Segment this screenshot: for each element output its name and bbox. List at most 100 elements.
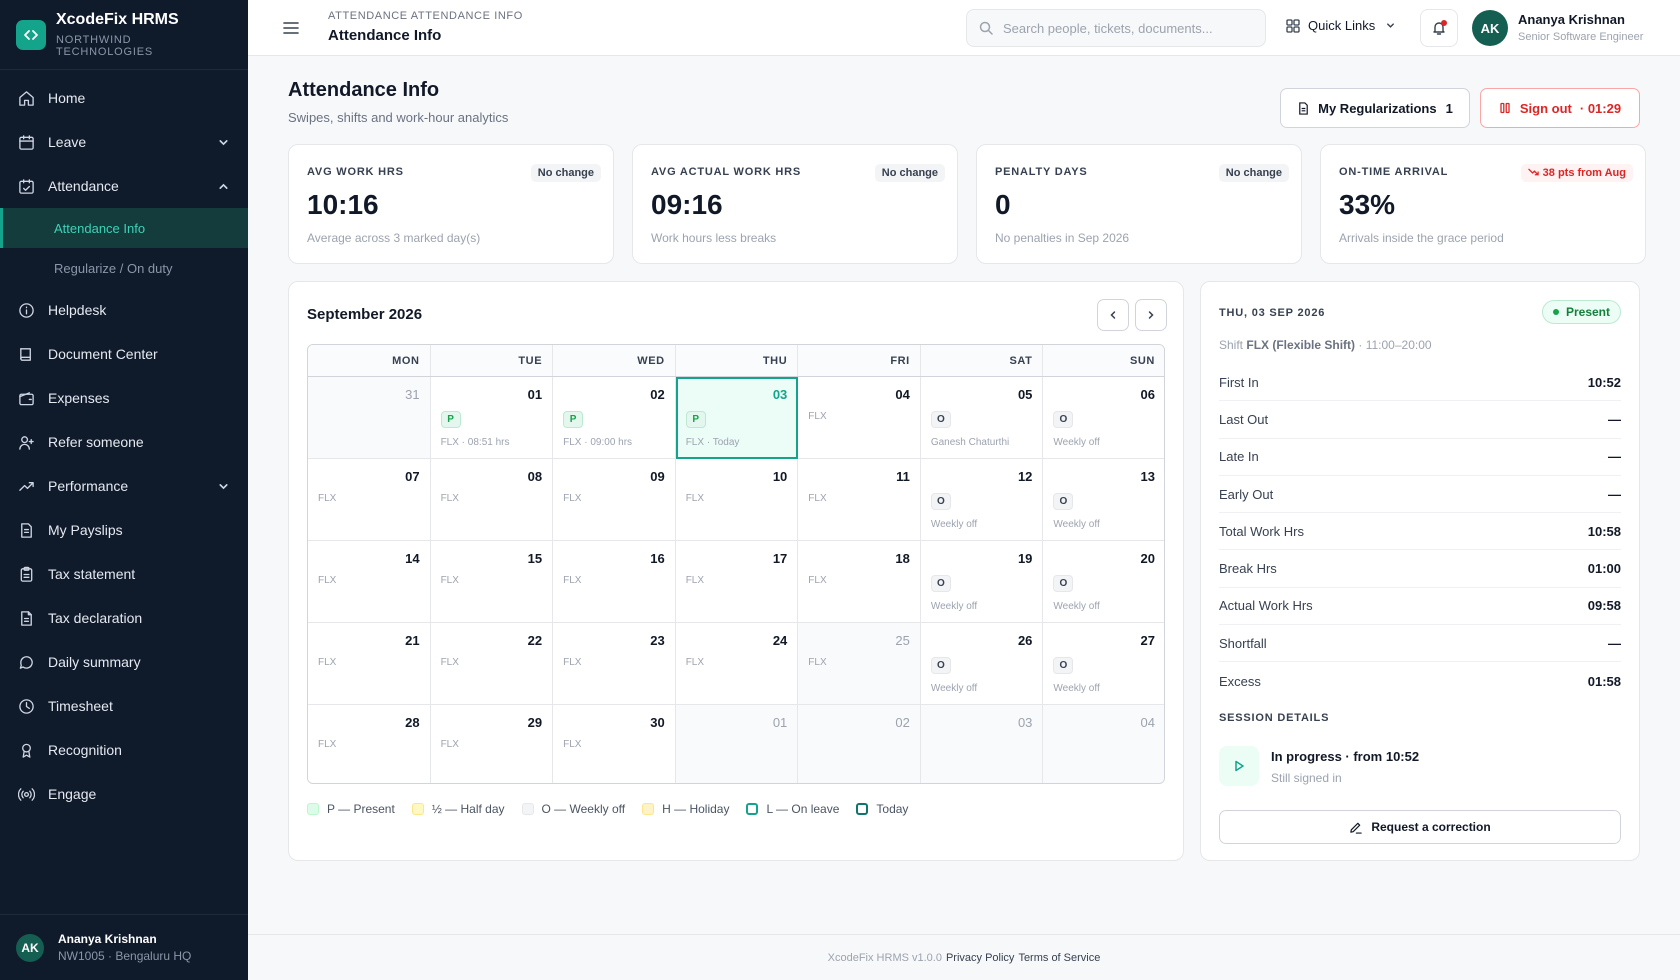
- stat-label: AVG WORK HRS: [307, 166, 404, 178]
- calendar-day-cell[interactable]: 02: [798, 705, 921, 783]
- legend-swatch: [521, 803, 534, 815]
- day-note: FLX · Today: [685, 437, 740, 448]
- sidebar-item-engage[interactable]: Engage: [0, 772, 248, 816]
- detail-row: Actual Work Hrs 09:58: [1219, 588, 1621, 626]
- award-icon: [22, 743, 31, 758]
- calendar-day-cell[interactable]: 24 FLX: [675, 623, 799, 705]
- request-correction-button[interactable]: Request a correction: [1219, 810, 1621, 844]
- stat-value: 09:16: [651, 189, 723, 220]
- calendar-day-cell[interactable]: 29 FLX: [430, 705, 554, 783]
- avatar[interactable]: AK: [1472, 10, 1508, 46]
- sidebar-item-home[interactable]: Home: [0, 76, 248, 120]
- calendar-day-cell[interactable]: 23 FLX: [553, 623, 676, 705]
- calendar-day-cell[interactable]: 03 P FLX · Today: [675, 377, 799, 459]
- day-number: 09: [650, 469, 665, 484]
- calendar-day-cell[interactable]: 10 FLX: [675, 459, 799, 541]
- search-placeholder: Search people, tickets, documents...: [1003, 20, 1213, 36]
- calendar-day-cell[interactable]: 12 O Weekly off: [920, 459, 1044, 541]
- calendar-day-cell[interactable]: 27 O Weekly off: [1043, 623, 1164, 705]
- sidebar-item-tax-statement[interactable]: Tax statement: [0, 552, 248, 596]
- sidebar-item-helpdesk[interactable]: Helpdesk: [0, 288, 248, 332]
- calendar-day-cell[interactable]: 21 FLX: [308, 623, 431, 705]
- stat-note: Work hours less breaks: [651, 231, 777, 245]
- sidebar-item-label: Document Center: [48, 346, 158, 362]
- menu-icon[interactable]: [282, 20, 300, 36]
- brand[interactable]: XcodeFix HRMS NORTHWIND TECHNOLOGIES: [0, 0, 248, 70]
- details-date: THU, 03 SEP 2026: [1219, 307, 1326, 319]
- calendar-day-cell[interactable]: 04 FLX: [798, 377, 921, 459]
- sidebar-item-expenses[interactable]: Expenses: [0, 376, 248, 420]
- calendar-day-cell[interactable]: 25 FLX: [798, 623, 921, 705]
- calendar-day-cell[interactable]: 11 FLX: [798, 459, 921, 541]
- calendar-day-cell[interactable]: 15 FLX: [430, 541, 554, 623]
- sidebar-item-document-center[interactable]: Document Center: [0, 332, 248, 376]
- topbar-user[interactable]: Ananya Krishnan Senior Software Engineer: [1518, 12, 1643, 43]
- calendar-day-cell[interactable]: 20 O Weekly off: [1043, 541, 1164, 623]
- calendar-day-cell[interactable]: 04: [1043, 705, 1164, 783]
- sidebar-item-timesheet[interactable]: Timesheet: [0, 684, 248, 728]
- calendar-day-cell[interactable]: 14 FLX: [308, 541, 431, 623]
- sidebar-subitem-attendance-info[interactable]: Attendance Info: [0, 208, 248, 248]
- calendar-day-cell[interactable]: 09 FLX: [553, 459, 676, 541]
- my-regularizations-button[interactable]: My Regularizations 1: [1280, 88, 1470, 128]
- prev-month-button[interactable]: [1097, 299, 1129, 331]
- calendar-day-cell[interactable]: 28 FLX: [308, 705, 431, 783]
- next-month-button[interactable]: [1135, 299, 1167, 331]
- sidebar: XcodeFix HRMS NORTHWIND TECHNOLOGIES Hom…: [0, 0, 248, 980]
- day-note: Weekly off: [930, 601, 978, 612]
- day-number: 26: [1017, 633, 1033, 648]
- file-icon: [21, 522, 32, 538]
- topbar-user-name: Ananya Krishnan: [1518, 12, 1625, 27]
- calendar-day-cell[interactable]: 30 FLX: [553, 705, 676, 783]
- terms-of-service-link[interactable]: Terms of Service: [1018, 951, 1101, 964]
- calendar-day-cell[interactable]: 01 P FLX · 08:51 hrs: [430, 377, 554, 459]
- calendar-day-cell[interactable]: 18 FLX: [798, 541, 921, 623]
- sign-out-button[interactable]: Sign out · 01:29: [1480, 88, 1640, 128]
- notifications-button[interactable]: [1420, 9, 1458, 47]
- sidebar-item-leave[interactable]: Leave: [0, 120, 248, 164]
- calendar-day-cell[interactable]: 17 FLX: [675, 541, 799, 623]
- file-text-icon: [21, 610, 32, 626]
- calendar-day-cell[interactable]: 31: [308, 377, 431, 459]
- calendar-day-cell[interactable]: 19 O Weekly off: [920, 541, 1044, 623]
- sidebar-item-performance[interactable]: Performance: [0, 464, 248, 508]
- shift-code: FLX (Flexible Shift): [1246, 338, 1356, 352]
- calendar-day-cell[interactable]: 01: [675, 705, 799, 783]
- sidebar-item-tax-declaration[interactable]: Tax declaration: [0, 596, 248, 640]
- detail-label: Excess: [1219, 673, 1261, 689]
- calendar-day-cell[interactable]: 16 FLX: [553, 541, 676, 623]
- calendar-day-cell[interactable]: 06 O Weekly off: [1043, 377, 1164, 459]
- attendance-chip: O: [1053, 411, 1074, 428]
- sidebar-item-label: Expenses: [48, 390, 110, 406]
- quick-links-button[interactable]: Quick Links: [1286, 18, 1396, 33]
- sidebar-item-attendance[interactable]: Attendance: [0, 164, 248, 208]
- avatar: AK: [16, 933, 44, 962]
- sidebar-item-my-payslips[interactable]: My Payslips: [0, 508, 248, 552]
- page-subtitle: Swipes, shifts and work-hour analytics: [288, 110, 509, 125]
- avg-actual-work-hrs-card: AVG ACTUAL WORK HRS No change 09:16 Work ho…: [632, 144, 958, 264]
- stat-badge-label: No change: [881, 167, 938, 179]
- sidebar-subitem-regularize-on-duty[interactable]: Regularize / On duty: [0, 248, 248, 288]
- calendar-day-cell[interactable]: 05 O Ganesh Chaturthi: [920, 377, 1044, 459]
- sidebar-user[interactable]: AK Ananya Krishnan NW1005 · Bengaluru HQ: [0, 914, 248, 980]
- on-time-arrival-card: ON-TIME ARRIVAL 38 pts from Aug 33% Arrival…: [1320, 144, 1646, 264]
- calendar-month: September 2026: [307, 306, 423, 323]
- calendar-day-cell[interactable]: 08 FLX: [430, 459, 554, 541]
- quick-links-label: Quick Links: [1308, 18, 1376, 33]
- day-note: FLX: [318, 493, 337, 504]
- privacy-policy-link[interactable]: Privacy Policy: [945, 951, 1015, 964]
- calendar-day-cell[interactable]: 07 FLX: [308, 459, 431, 541]
- sidebar-item-recognition[interactable]: Recognition: [0, 728, 248, 772]
- sidebar-item-daily-summary[interactable]: Daily summary: [0, 640, 248, 684]
- wallet-icon: [19, 391, 34, 405]
- calendar-day-cell[interactable]: 13 O Weekly off: [1043, 459, 1164, 541]
- legend-item: P — Present: [307, 802, 395, 816]
- calendar-day-cell[interactable]: 22 FLX: [430, 623, 554, 705]
- status-badge: Present: [1541, 300, 1621, 324]
- calendar-day-cell[interactable]: 03: [920, 705, 1044, 783]
- calendar-day-cell[interactable]: 02 P FLX · 09:00 hrs: [553, 377, 676, 459]
- calendar-day-cell[interactable]: 26 O Weekly off: [920, 623, 1044, 705]
- day-note: Weekly off: [1053, 437, 1100, 448]
- sidebar-item-refer-someone[interactable]: Refer someone: [0, 420, 248, 464]
- search-input[interactable]: Search people, tickets, documents...: [966, 9, 1266, 47]
